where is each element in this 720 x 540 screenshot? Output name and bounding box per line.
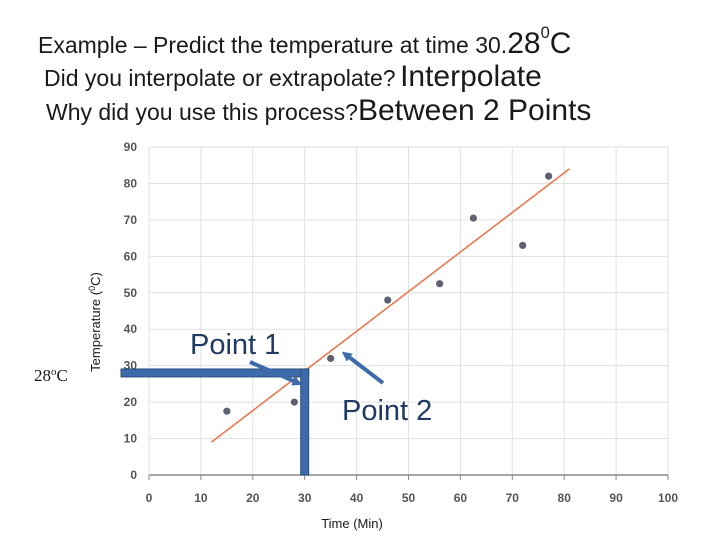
read-value-degree: o: [51, 366, 57, 378]
data-point: [519, 241, 527, 249]
y-tick-label: 20: [124, 395, 138, 409]
question-text-3: Why did you use this process?: [46, 99, 358, 125]
axes: [148, 147, 669, 480]
y-tick-label: 0: [130, 468, 137, 482]
data-point: [545, 172, 553, 180]
x-tick-label: 80: [558, 491, 572, 505]
trend-line-group: [210, 168, 570, 443]
x-tick-label: 30: [298, 491, 312, 505]
question-text-1: Example – Predict the temperature at tim…: [38, 31, 508, 58]
data-points: [223, 172, 553, 415]
y-tick-label: 60: [124, 249, 138, 263]
annotations: [120, 351, 385, 476]
x-axis-title: Time (Min): [321, 516, 383, 531]
y-tick-label: 80: [124, 176, 138, 190]
x-tick-label: 50: [402, 491, 416, 505]
y-tick-label: 90: [124, 140, 138, 154]
read-value-unit: C: [57, 366, 68, 385]
answer-1-value: 28: [507, 26, 541, 60]
point-2-label: Point 2: [342, 395, 432, 427]
data-point: [469, 214, 477, 222]
y-tick-label: 70: [124, 213, 138, 227]
read-value-label: 28oC: [34, 366, 68, 385]
question-line-1: Example – Predict the temperature at tim…: [38, 24, 571, 61]
question-text-2: Did you interpolate or extrapolate?: [44, 65, 396, 91]
point-2-arrow: [341, 351, 385, 385]
y-tick-label: 10: [124, 432, 138, 446]
data-point: [223, 407, 231, 415]
y-axis-title-degree: 0: [87, 286, 97, 291]
grid-lines: [149, 146, 669, 475]
question-line-3: Why did you use this process?Between 2 P…: [46, 94, 591, 128]
y-axis-title: Temperature (0C): [87, 272, 103, 372]
answer-text-2: Interpolate: [400, 60, 542, 93]
question-line-2: Did you interpolate or extrapolate? Inte…: [44, 60, 542, 94]
y-axis-title-end: C): [88, 272, 103, 286]
read-value-number: 28: [34, 366, 51, 385]
answer-1-degree: 0: [540, 24, 550, 42]
data-point: [327, 354, 335, 362]
y-tick-label: 50: [124, 286, 138, 300]
x-tick-label: 20: [246, 491, 260, 505]
x-tick-label: 100: [658, 491, 678, 505]
answer-text-3: Between 2 Points: [357, 94, 592, 127]
trend-line: [210, 168, 570, 443]
answer-1-unit: C: [549, 26, 572, 60]
data-point: [436, 280, 444, 288]
x-tick-label: 0: [146, 491, 153, 505]
read-vertical-bar: [300, 368, 310, 476]
data-point: [290, 398, 298, 406]
point-1-arrow: [249, 360, 303, 386]
x-tick-label: 70: [506, 491, 520, 505]
x-tick-label: 40: [350, 491, 364, 505]
y-tick-label: 40: [124, 322, 138, 336]
x-tick-label: 90: [609, 491, 623, 505]
data-point: [384, 296, 392, 304]
x-tick-label: 60: [454, 491, 468, 505]
point-1-label: Point 1: [190, 329, 280, 361]
answer-text-1: 280C: [507, 24, 572, 60]
x-tick-label: 10: [194, 491, 208, 505]
y-axis-title-start: Temperature (: [88, 290, 103, 372]
